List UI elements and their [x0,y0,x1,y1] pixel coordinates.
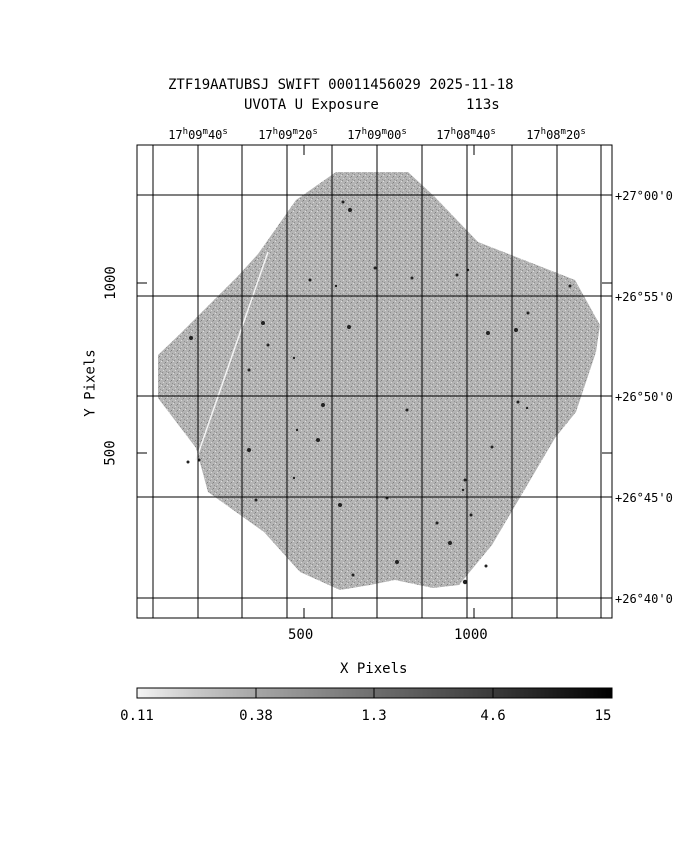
exposure-image [158,172,600,590]
ra-tick-label: 17h09m40s [168,127,228,142]
dec-tick-label: +26°50'0 [615,390,673,404]
colorbar-ticks [255,688,494,698]
star-source [405,408,409,412]
star-source [486,331,490,335]
dec-tick-label: +26°55'0 [615,290,673,304]
star-source [292,476,296,480]
colorbar-label: 15 [594,708,612,724]
star-source [189,336,193,340]
star-source [295,428,299,432]
star-source [308,278,312,282]
star-source [435,521,439,525]
star-source [247,368,251,372]
star-source [254,498,258,502]
colorbar-label: 0.11 [120,708,154,724]
colorbar-label: 0.38 [239,708,273,724]
dec-tick-label: +27°00'0 [615,189,673,203]
colorbar-label: 1.3 [361,708,387,724]
coordinate-grid [137,145,612,618]
title-line-2-right: 113s [466,97,500,113]
star-source [373,266,377,270]
ra-tick-label: 17h09m20s [258,127,318,142]
star-source [347,325,351,329]
star-source [484,564,488,568]
star-source [338,503,342,507]
star-source [316,438,320,442]
star-source [455,273,459,277]
star-source [526,311,530,315]
star-source [261,321,265,325]
star-source [266,343,270,347]
star-source [516,400,520,404]
satellite-streak [195,251,269,461]
star-source [186,460,190,464]
star-source [351,573,355,577]
star-source [395,560,399,564]
star-source [341,200,345,204]
x-ticks [303,145,475,618]
title-line-1: ZTF19AATUBSJ SWIFT 00011456029 2025-11-1… [168,77,514,93]
star-source [469,513,473,517]
star-source [334,284,338,288]
plot-frame [136,144,613,619]
y-tick-label: 1000 [102,266,119,300]
ra-tick-label: 17h09m00s [347,127,407,142]
colorbar-label: 4.6 [480,708,506,724]
star-sources [186,200,572,585]
star-source [292,356,296,360]
star-source [525,406,529,410]
x-tick-label: 500 [288,627,314,643]
star-source [568,284,572,288]
star-source [410,276,414,280]
x-tick-label: 1000 [454,627,488,643]
star-source [462,579,468,585]
star-source [348,208,352,212]
x-axis-label: X Pixels [340,661,408,677]
ra-tick-label: 17h08m40s [436,127,496,142]
dec-tick-label: +26°40'0 [615,592,673,606]
title-line-2-left: UVOTA U Exposure [244,97,379,113]
star-source [461,488,465,492]
star-source [463,478,467,482]
star-source [448,541,452,545]
y-axis-label: Y Pixels [82,349,99,417]
y-ticks [137,282,612,454]
dec-tick-label: +26°45'0 [615,491,673,505]
star-source [247,448,251,452]
y-tick-label: 500 [102,440,119,466]
ra-tick-label: 17h08m20s [526,127,586,142]
star-source [321,403,325,407]
star-source [514,328,518,332]
star-source [490,445,494,449]
